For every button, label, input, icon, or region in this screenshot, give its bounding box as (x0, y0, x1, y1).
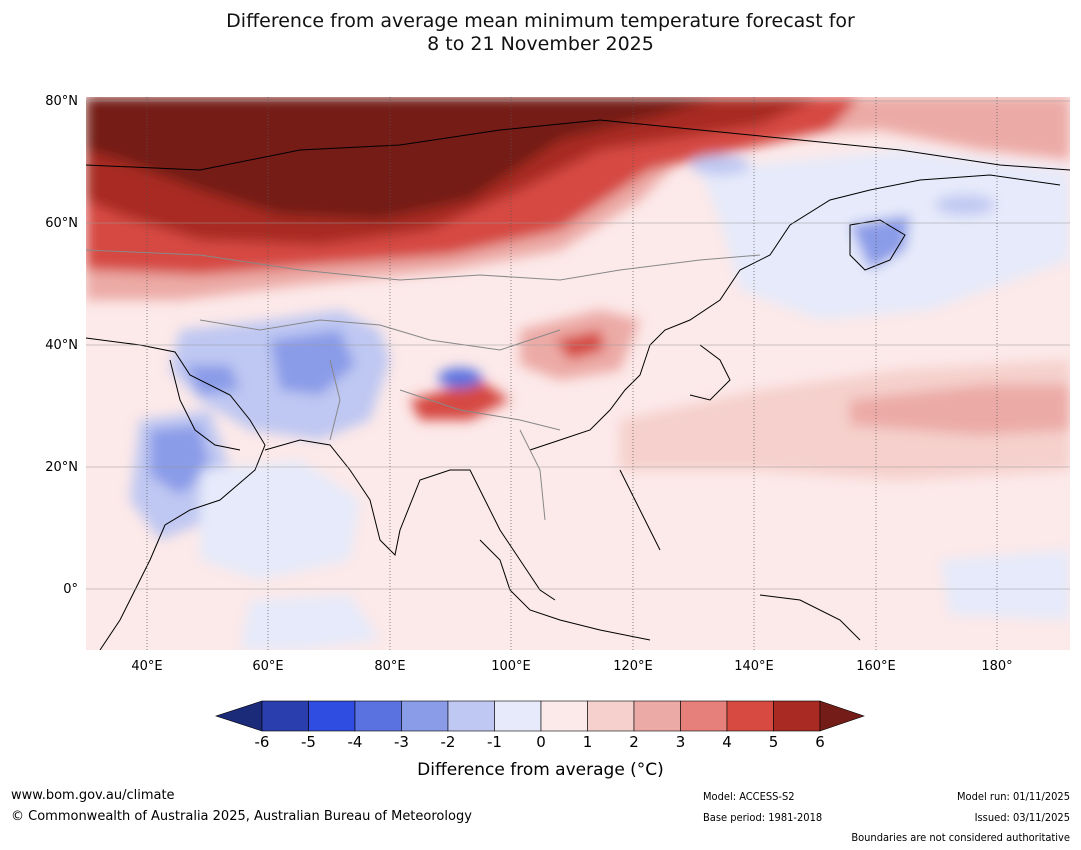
cool-anomaly-region (185, 365, 240, 395)
colorbar-tick-label: 5 (768, 733, 779, 751)
coastlines (86, 119, 1070, 650)
warm-anomaly-region (850, 385, 1070, 435)
colorbar-tick-label: 1 (582, 733, 593, 751)
cool-anomaly-spot (438, 368, 482, 388)
colorbar-extend-high (819, 700, 865, 732)
map-title-line1: Difference from average mean minimum tem… (226, 10, 855, 32)
colorbar-segment (447, 700, 495, 732)
colorbar-segment (261, 700, 309, 732)
colorbar-segment (308, 700, 356, 732)
colorbar-extend-low (215, 700, 263, 732)
temperature-anomaly-map (86, 97, 1070, 650)
model-run-date: Model run: 01/11/2025 (957, 790, 1070, 803)
country-boundaries (86, 249, 761, 521)
colorbar-segment (726, 700, 774, 732)
colorbar-segment (680, 700, 728, 732)
lon-label-140e: 140°E (734, 659, 774, 674)
colorbar-segment (773, 700, 821, 732)
cool-anomaly-region (690, 155, 750, 175)
copyright-text: © Commonwealth of Australia 2025, Austra… (11, 809, 472, 824)
map-title-line2: 8 to 21 November 2025 (427, 33, 654, 55)
colorbar-tick-label: 3 (675, 733, 686, 751)
colorbar-segment (633, 700, 681, 732)
cool-anomaly-region (200, 460, 360, 580)
colorbar-tick-label: -2 (440, 733, 456, 751)
lon-label-60e: 60°E (252, 659, 284, 674)
colorbar-tick-label: -3 (394, 733, 409, 751)
lat-label-80n: 80°N (45, 94, 78, 109)
warm-anomaly-region (410, 380, 510, 420)
cool-anomaly-region (150, 425, 210, 495)
cool-anomaly-region (270, 330, 355, 395)
colorbar-segment (401, 700, 449, 732)
website-link[interactable]: www.bom.gov.au/climate (11, 788, 175, 803)
issued-date: Issued: 03/11/2025 (974, 811, 1070, 824)
lat-label-20n: 20°N (45, 460, 78, 475)
colorbar-segment (354, 700, 402, 732)
colorbar-tick-label: -5 (301, 733, 316, 751)
lon-label-120e: 120°E (613, 659, 653, 674)
colorbar-tick-label: 2 (629, 733, 639, 751)
model-name: Model: ACCESS-S2 (703, 790, 795, 803)
lat-label-40n: 40°N (45, 338, 78, 353)
colorbar-tick-label: 6 (815, 733, 825, 751)
cool-anomaly-region (240, 595, 380, 650)
lon-label-80e: 80°E (374, 659, 406, 674)
colorbar-tick-label: 4 (722, 733, 732, 751)
colorbar-tick-label: 0 (536, 733, 546, 751)
colorbar-label: Difference from average (°C) (417, 760, 664, 780)
longitude-gridlines (146, 97, 998, 650)
lon-label-100e: 100°E (491, 659, 531, 674)
lon-label-180: 180° (981, 659, 1013, 674)
lon-label-160e: 160°E (856, 659, 896, 674)
base-period: Base period: 1981-2018 (703, 811, 823, 824)
strongest-warm-anomaly-region (86, 97, 720, 220)
lat-label-60n: 60°N (45, 216, 78, 231)
colorbar-segment (494, 700, 542, 732)
cool-anomaly-region (935, 195, 995, 215)
colorbar-segment (540, 700, 588, 732)
colorbar-tick-label: -6 (254, 733, 270, 751)
cool-anomaly-region (940, 550, 1070, 620)
boundaries-disclaimer: Boundaries are not considered authoritat… (851, 831, 1070, 844)
colorbar-tick-label: -4 (347, 733, 363, 751)
colorbar-segment (587, 700, 635, 732)
colorbar-tick-label: -1 (487, 733, 502, 751)
colorbar (215, 700, 865, 732)
latitude-gridlines (86, 100, 1070, 590)
lon-label-40e: 40°E (131, 659, 163, 674)
lat-label-0: 0° (63, 582, 78, 597)
